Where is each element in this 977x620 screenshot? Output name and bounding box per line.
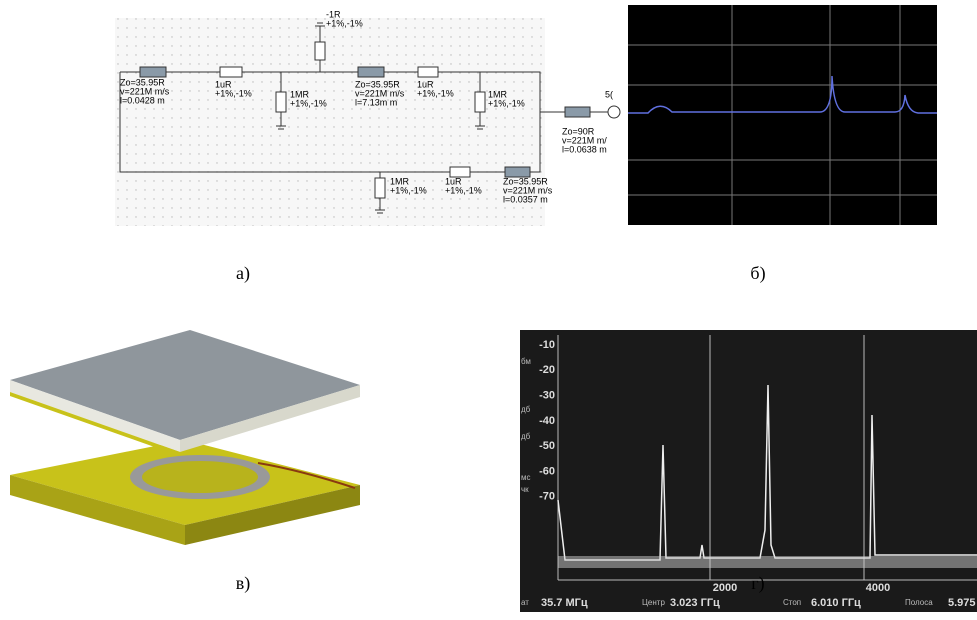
side-label: чк bbox=[521, 485, 529, 494]
figure: а)б)в)г)Zo=35.95Rv=221M m/sl=0.0428 m1uR… bbox=[0, 0, 977, 620]
footer-label: Стоп bbox=[783, 598, 801, 607]
component-label: +1%,-1% bbox=[215, 88, 252, 98]
footer-label: ат bbox=[521, 598, 529, 607]
component-label: 5( bbox=[605, 89, 613, 99]
footer-label: 35.7 МГц bbox=[541, 597, 588, 609]
y-label: -40 bbox=[539, 415, 555, 427]
caption: г) bbox=[751, 573, 764, 594]
x-label: 4000 bbox=[866, 582, 890, 594]
caption: в) bbox=[236, 573, 251, 594]
component-label: +1%,-1% bbox=[290, 98, 327, 108]
y-label: -70 bbox=[539, 491, 555, 503]
component-label: l=0.0638 m bbox=[562, 144, 607, 154]
y-label: -20 bbox=[539, 364, 555, 376]
y-label: -50 bbox=[539, 440, 555, 452]
side-label: дб bbox=[521, 432, 531, 441]
component-label: +1%,-1% bbox=[417, 88, 454, 98]
x-label: 2000 bbox=[713, 582, 737, 594]
analyzer-bg bbox=[520, 330, 977, 612]
component-label: +1%,-1% bbox=[445, 185, 482, 195]
render-3d bbox=[10, 330, 360, 545]
component-label: +1%,-1% bbox=[390, 185, 427, 195]
y-label: -60 bbox=[539, 465, 555, 477]
plot-b-bg bbox=[628, 5, 937, 225]
footer-label: 6.010 ГГц bbox=[811, 597, 861, 609]
component-label: l=0.0357 m bbox=[503, 194, 548, 204]
page: {"panels": { "a": {"caption": "а)", "lab… bbox=[0, 0, 977, 620]
component-label: l=0.0428 m bbox=[120, 95, 165, 105]
side-label: дб bbox=[521, 405, 531, 414]
component-label: l=7.13m m bbox=[355, 97, 397, 107]
y-label: -10 bbox=[539, 339, 555, 351]
caption: а) bbox=[236, 263, 250, 284]
caption: б) bbox=[750, 263, 765, 284]
component-label: +1%,-1% bbox=[326, 18, 363, 28]
footer-label: 3.023 ГГц bbox=[670, 597, 720, 609]
footer-label: Центр bbox=[642, 598, 665, 607]
side-label: бм bbox=[521, 357, 531, 366]
footer-label: Полоса bbox=[905, 598, 933, 607]
y-label: -30 bbox=[539, 390, 555, 402]
footer-label: 5.975 Г bbox=[948, 597, 977, 609]
side-label: мс bbox=[521, 473, 531, 482]
component-label: +1%,-1% bbox=[488, 98, 525, 108]
analyzer-noise bbox=[558, 556, 977, 568]
